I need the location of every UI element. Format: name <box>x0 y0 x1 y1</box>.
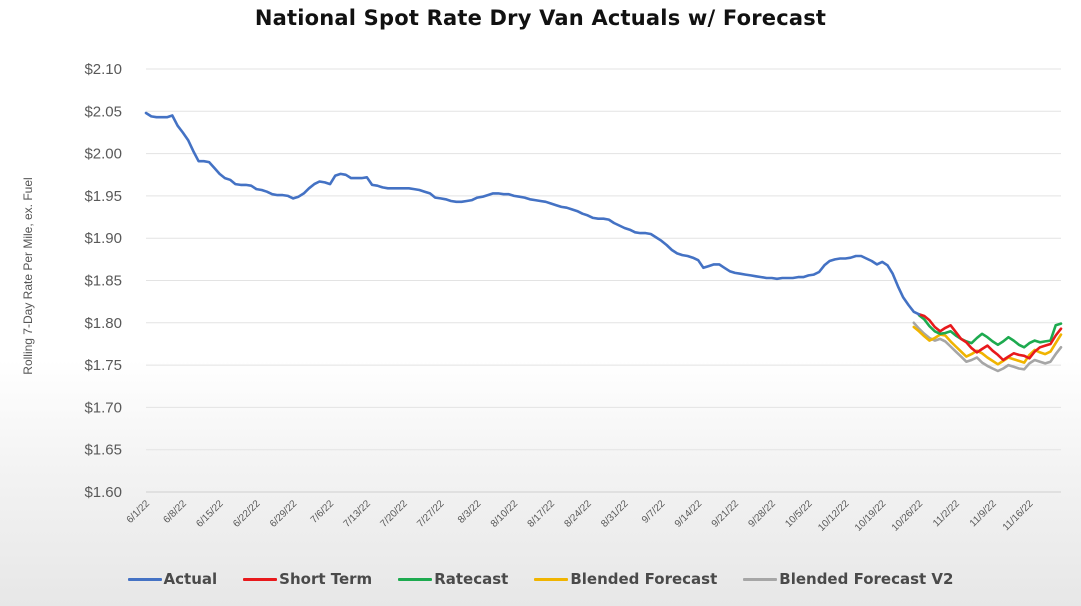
series-line-actual <box>144 111 921 316</box>
y-tick-label: $2.10 <box>84 61 122 78</box>
x-tick-label: 7/20/22 <box>378 498 410 530</box>
y-tick-label: $1.80 <box>84 315 122 332</box>
x-tick-label: 6/15/22 <box>194 498 226 530</box>
y-axis-ticks: $2.10 $2.05 $2.00 $1.95 $1.90 $1.85 $1.80 $1.75… <box>84 61 122 501</box>
chart-legend: Actual Short Term Ratecast Blended Forecast… <box>0 570 1081 588</box>
x-tick-label: 8/3/22 <box>456 498 484 526</box>
x-tick-label: 7/6/22 <box>309 498 337 526</box>
x-tick-label: 6/8/22 <box>161 498 189 526</box>
x-tick-label: 7/13/22 <box>342 498 374 530</box>
legend-item-blended-forecast-v2: Blended Forecast V2 <box>743 570 953 588</box>
legend-label: Blended Forecast V2 <box>779 570 954 588</box>
series-lines <box>144 111 1063 373</box>
legend-item-ratecast: Ratecast <box>398 570 508 588</box>
legend-item-short-term: Short Term <box>243 570 372 588</box>
x-tick-label: 6/1/22 <box>125 498 153 526</box>
legend-swatch <box>743 577 778 581</box>
series-line-ratecast <box>917 313 1063 349</box>
y-tick-label: $1.70 <box>84 399 122 416</box>
x-tick-label: 9/21/22 <box>710 498 742 530</box>
legend-label: Blended Forecast <box>570 570 718 588</box>
y-tick-label: $1.85 <box>84 273 122 290</box>
legend-item-actual: Actual <box>127 570 218 588</box>
x-tick-label: 9/14/22 <box>673 498 705 530</box>
series-line-blended-forecast-v2 <box>912 321 1063 373</box>
legend-swatch <box>127 577 162 581</box>
y-tick-label: $2.05 <box>84 103 122 120</box>
x-tick-label: 10/19/22 <box>853 498 889 534</box>
y-tick-label: $2.00 <box>84 146 122 163</box>
y-tick-label: $1.90 <box>84 230 122 247</box>
x-tick-label: 6/22/22 <box>231 498 263 530</box>
x-tick-label: 8/24/22 <box>562 498 594 530</box>
y-tick-label: $1.95 <box>84 188 122 205</box>
x-tick-label: 11/2/22 <box>931 498 962 529</box>
y-tick-label: $1.60 <box>84 484 122 501</box>
x-tick-label: 9/7/22 <box>640 498 668 526</box>
legend-label: Ratecast <box>434 570 509 588</box>
x-tick-label: 6/29/22 <box>268 498 300 530</box>
x-tick-label: 11/9/22 <box>968 498 999 529</box>
legend-label: Actual <box>163 570 218 588</box>
legend-label: Short Term <box>279 570 373 588</box>
gridlines <box>146 68 1061 493</box>
x-tick-label: 10/5/22 <box>783 498 815 530</box>
x-tick-label: 8/31/22 <box>599 498 631 530</box>
series-line-short-term <box>917 312 1063 362</box>
y-tick-label: $1.75 <box>84 357 122 374</box>
x-tick-label: 11/16/22 <box>1001 498 1036 533</box>
x-tick-label: 7/27/22 <box>415 498 447 530</box>
legend-swatch <box>243 577 278 581</box>
legend-swatch <box>398 577 433 581</box>
x-tick-label: 8/17/22 <box>526 498 558 530</box>
x-tick-label: 8/10/22 <box>489 498 521 530</box>
x-tick-label: 10/26/22 <box>890 498 926 534</box>
x-axis-ticks: 6/1/22 6/8/22 6/15/22 6/22/22 6/29/22 7/6/22 7… <box>125 498 1036 534</box>
legend-swatch <box>534 577 569 581</box>
legend-item-blended-forecast: Blended Forecast <box>534 570 717 588</box>
x-tick-label: 10/12/22 <box>816 498 852 534</box>
y-tick-label: $1.65 <box>84 442 122 459</box>
chart-title: National Spot Rate Dry Van Actuals w/ Fo… <box>254 6 827 30</box>
x-tick-label: 9/28/22 <box>747 498 779 530</box>
